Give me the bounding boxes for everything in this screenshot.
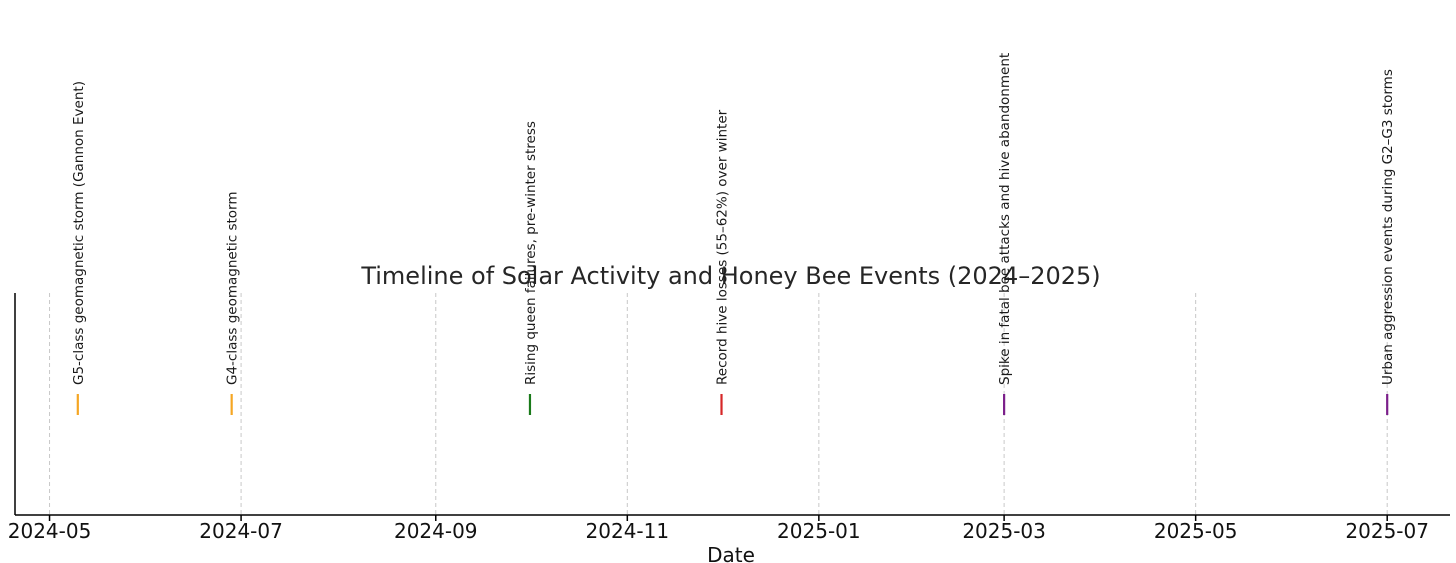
event-label-5: Urban aggression events during G2–G3 sto… bbox=[1380, 69, 1396, 385]
event-label-3: Record hive losses (55–62%) over winter bbox=[715, 109, 731, 385]
grid-lines bbox=[49, 293, 1388, 515]
x-tick-label-6: 2025-05 bbox=[1154, 519, 1238, 543]
x-ticks: 2024-05 2024-07 2024-09 2024-11 2025-01 2025-… bbox=[8, 515, 1429, 543]
events: G5-class geomagnetic storm (Gannon Event… bbox=[71, 53, 1396, 415]
x-tick-label-3: 2024-11 bbox=[586, 519, 670, 543]
x-tick-label-2: 2024-09 bbox=[394, 519, 478, 543]
event-label-0: G5-class geomagnetic storm (Gannon Event… bbox=[71, 81, 87, 385]
event-label-1: G4-class geomagnetic storm bbox=[225, 191, 241, 385]
x-axis-title: Date bbox=[707, 543, 755, 563]
event-label-4: Spike in fatal bee attacks and hive aban… bbox=[997, 53, 1013, 385]
axes bbox=[14, 293, 1450, 516]
chart-title: Timeline of Solar Activity and Honey Bee… bbox=[360, 262, 1100, 290]
event-label-2: Rising queen failures, pre-winter stress bbox=[523, 121, 539, 385]
x-tick-label-5: 2025-03 bbox=[962, 519, 1046, 543]
x-tick-label-1: 2024-07 bbox=[199, 519, 283, 543]
x-tick-label-4: 2025-01 bbox=[777, 519, 861, 543]
x-tick-label-7: 2025-07 bbox=[1345, 519, 1429, 543]
x-tick-label-0: 2024-05 bbox=[8, 519, 92, 543]
